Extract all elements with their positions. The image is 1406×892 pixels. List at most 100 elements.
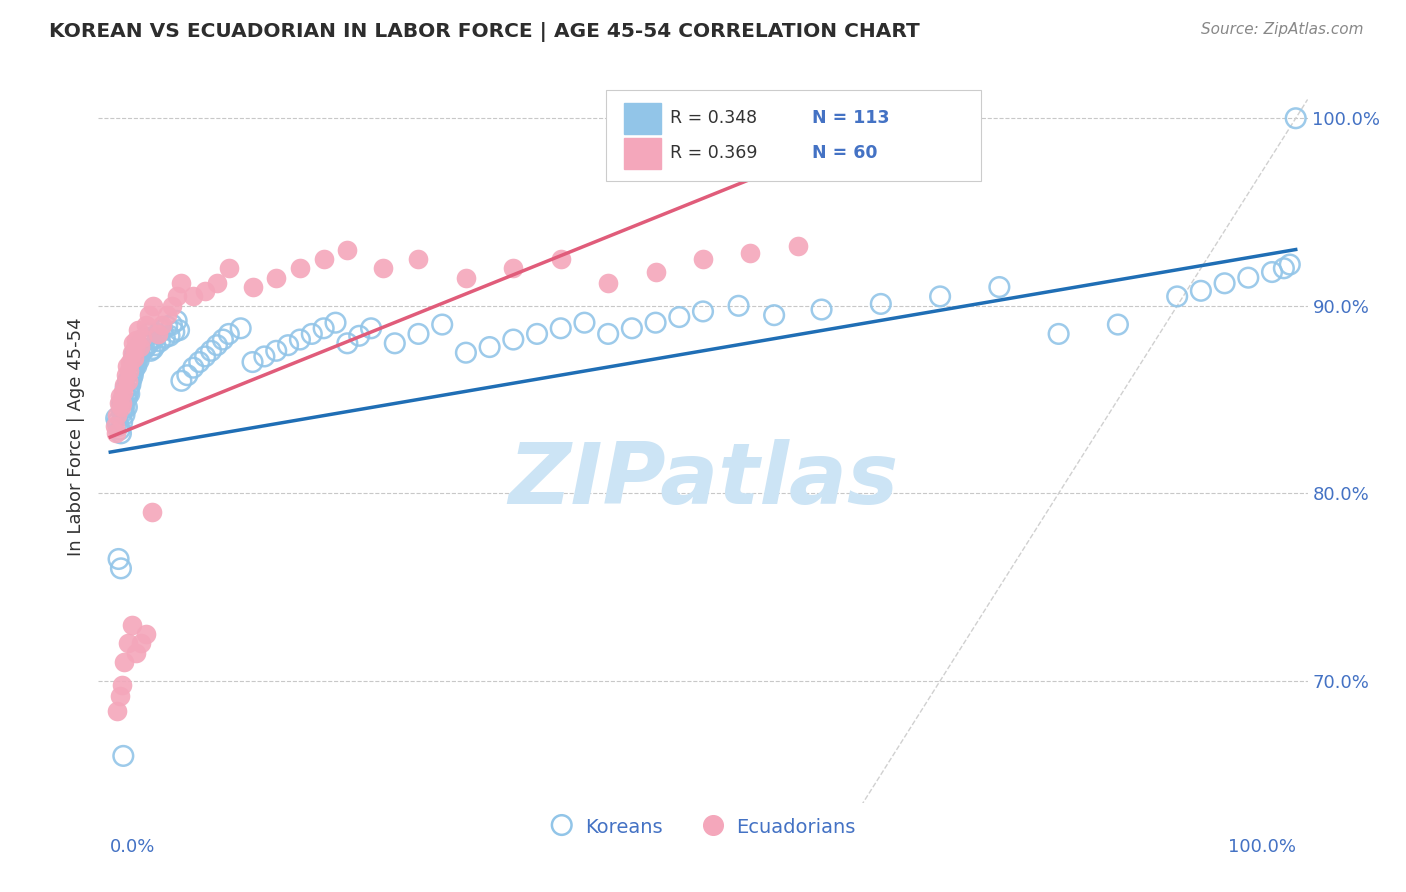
Point [124,342,146,356]
Point [371,261,394,276]
Point [121,617,143,632]
Point [176,368,198,383]
Point [108,689,131,703]
FancyBboxPatch shape [606,90,981,181]
Point [205,338,228,352]
Point [336,243,359,257]
Point [550,252,572,266]
Point [142,299,165,313]
Point [105,415,128,429]
Point [114,389,136,403]
Point [111,396,134,410]
Point [136,326,159,341]
Point [124,357,146,371]
Point [218,326,240,341]
Point [160,299,183,313]
Point [668,310,690,324]
Point [112,401,135,416]
Point [138,308,160,322]
Point [135,627,157,641]
Point [107,418,129,433]
Point [312,252,335,266]
Point [129,336,152,351]
Point [131,343,153,358]
Point [167,323,190,337]
Point [1047,326,1070,341]
Text: R = 0.369: R = 0.369 [671,145,758,162]
Point [325,316,347,330]
Point [108,423,131,437]
Point [692,304,714,318]
Point [125,333,148,347]
Point [194,284,217,298]
Point [128,353,150,368]
Point [301,326,323,341]
Point [869,297,891,311]
Point [159,328,181,343]
Point [132,333,155,347]
Point [135,318,157,332]
Point [111,678,134,692]
Point [117,636,139,650]
Point [229,321,252,335]
Point [121,336,143,351]
Point [129,347,152,361]
Point [110,400,132,414]
Point [1166,289,1188,303]
Point [156,319,179,334]
Point [114,381,136,395]
Point [502,333,524,347]
Point [1107,318,1129,332]
Point [122,351,145,366]
Point [122,362,145,376]
Point [120,370,142,384]
Point [105,408,128,422]
Point [264,343,287,358]
Point [574,316,596,330]
Text: R = 0.348: R = 0.348 [671,109,758,128]
Point [166,314,188,328]
Point [810,302,832,317]
Point [115,400,138,414]
Point [1237,270,1260,285]
Y-axis label: In Labor Force | Age 45-54: In Labor Force | Age 45-54 [66,318,84,557]
Point [122,351,145,366]
Point [114,408,136,422]
Point [114,377,136,392]
Point [454,270,477,285]
Point [114,398,136,412]
Point [112,385,135,400]
Point [156,308,179,322]
Point [115,391,138,405]
Point [141,505,163,519]
Point [105,411,128,425]
Text: 0.0%: 0.0% [110,838,156,855]
Point [120,377,142,392]
Point [1285,112,1308,126]
Point [107,396,129,410]
Point [408,326,430,341]
Point [163,325,186,339]
Point [166,289,188,303]
Point [121,372,143,386]
Point [384,336,406,351]
Point [288,261,311,276]
Point [121,345,143,359]
Point [336,336,359,351]
Text: 100.0%: 100.0% [1227,838,1296,855]
Point [118,387,141,401]
Point [181,360,204,375]
Point [112,392,135,407]
Point [188,355,211,369]
Point [131,331,153,345]
Point [129,340,152,354]
Point [1272,261,1295,276]
Point [129,340,152,354]
Point [194,350,217,364]
Point [786,239,808,253]
Point [598,277,620,291]
Point [277,338,299,352]
Point [644,265,666,279]
Point [134,342,156,356]
Point [454,345,477,359]
